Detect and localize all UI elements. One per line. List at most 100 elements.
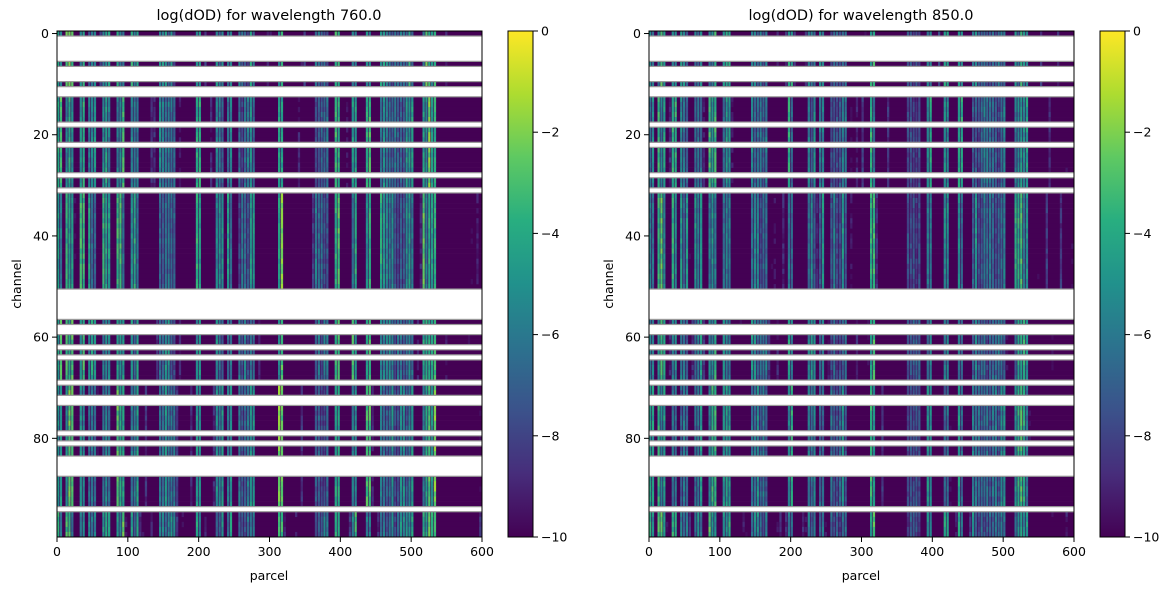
heatmap-cell <box>422 420 425 426</box>
heatmap-cell <box>119 233 122 239</box>
heatmap-cell <box>258 339 261 346</box>
heatmap-cell <box>144 496 148 502</box>
heatmap-cell <box>91 197 94 204</box>
heatmap-cell <box>408 106 411 113</box>
heatmap-cell <box>388 481 391 487</box>
heatmap-cell <box>380 435 383 442</box>
heatmap-cell <box>419 197 422 204</box>
heatmap-cell <box>96 385 99 391</box>
heatmap-cell <box>385 410 388 416</box>
heatmap-cell <box>326 192 329 199</box>
heatmap-cell <box>422 223 425 229</box>
heatmap-cell <box>431 213 434 219</box>
heatmap-cell <box>79 111 82 118</box>
heatmap-cell <box>173 521 176 528</box>
heatmap-cell <box>431 233 434 239</box>
heatmap-cell <box>394 197 397 204</box>
heatmap-cell <box>312 268 315 275</box>
heatmap-cell <box>371 481 374 487</box>
heatmap-cell <box>79 157 82 163</box>
heatmap-cell <box>68 375 71 381</box>
heatmap-cell <box>102 526 105 533</box>
heatmap-cell <box>252 450 255 457</box>
heatmap-cell <box>102 521 105 528</box>
heatmap-cell <box>249 370 252 376</box>
heatmap-cell <box>159 253 162 259</box>
heatmap-cell <box>252 228 255 234</box>
heatmap-cell <box>164 435 167 442</box>
heatmap-cell <box>122 284 125 290</box>
heatmap-cell <box>65 81 68 87</box>
heatmap-cell <box>433 334 437 340</box>
heatmap-cell <box>227 364 230 371</box>
heatmap-cell <box>71 273 74 280</box>
heatmap-cell <box>297 96 301 103</box>
heatmap-cell <box>246 496 250 502</box>
heatmap-cell <box>402 96 405 103</box>
heatmap-cell <box>229 96 233 103</box>
heatmap-cell <box>227 263 230 270</box>
heatmap-cell <box>365 208 369 214</box>
heatmap-cell <box>320 147 323 153</box>
heatmap-cell <box>59 127 63 133</box>
heatmap-cell <box>93 501 97 507</box>
heatmap-cell <box>88 481 91 487</box>
heatmap-cell <box>368 435 371 442</box>
heatmap-panel-1: log(dOD) for wavelength 760.0 0 100 200 300… <box>9 8 567 583</box>
heatmap-cell <box>280 521 284 528</box>
heatmap-cell <box>215 127 218 133</box>
heatmap-cell <box>431 111 434 118</box>
heatmap-cell <box>195 516 199 523</box>
heatmap-cell <box>221 203 224 209</box>
heatmap-cell <box>173 31 176 37</box>
heatmap-cell <box>91 450 94 457</box>
heatmap-cell <box>368 370 371 376</box>
heatmap-cell <box>82 162 85 168</box>
heatmap-cell <box>102 531 105 538</box>
heatmap-cell <box>408 208 411 214</box>
heatmap-cell <box>246 81 250 87</box>
heatmap-cell <box>198 390 201 396</box>
heatmap-cell <box>108 96 111 103</box>
heatmap-cell <box>65 486 68 492</box>
heatmap-cell <box>74 253 77 259</box>
heatmap-cell <box>391 218 394 224</box>
heatmap-cell <box>227 96 230 103</box>
heatmap-cell <box>314 177 318 184</box>
heatmap-cell <box>337 476 340 482</box>
heatmap-cell <box>190 501 193 507</box>
heatmap-cell <box>425 435 428 442</box>
heatmap-cell <box>354 238 357 244</box>
heatmap-cell <box>91 233 94 239</box>
heatmap-cell <box>380 106 383 113</box>
heatmap-cell <box>422 111 425 118</box>
heatmap-cell <box>164 243 167 249</box>
heatmap-cell <box>317 526 320 533</box>
heatmap-cell <box>59 496 63 502</box>
heatmap-cell <box>408 415 411 421</box>
heatmap-cell <box>105 410 108 416</box>
heatmap-cell <box>65 157 68 163</box>
heatmap-cell <box>326 364 329 371</box>
heatmap-cell <box>431 521 434 528</box>
heatmap-cell <box>176 491 179 497</box>
heatmap-cell <box>428 450 431 457</box>
heatmap-cell <box>105 268 108 275</box>
heatmap-cell <box>351 223 354 229</box>
heatmap-cell <box>320 248 323 254</box>
heatmap-cell <box>65 132 68 138</box>
heatmap-cell <box>150 101 153 108</box>
heatmap-cell <box>82 61 85 67</box>
heatmap-cell <box>323 192 326 199</box>
heatmap-cell <box>317 349 320 356</box>
heatmap-cell <box>320 263 323 270</box>
heatmap-cell <box>227 476 230 482</box>
heatmap-cell <box>320 152 323 158</box>
heatmap-cell <box>195 137 199 143</box>
heatmap-cell <box>133 243 136 249</box>
heatmap-cell <box>229 334 233 340</box>
heatmap-cell <box>405 233 408 239</box>
heatmap-cell <box>416 349 420 356</box>
heatmap-cell <box>382 218 386 224</box>
heatmap-cell <box>249 106 252 113</box>
